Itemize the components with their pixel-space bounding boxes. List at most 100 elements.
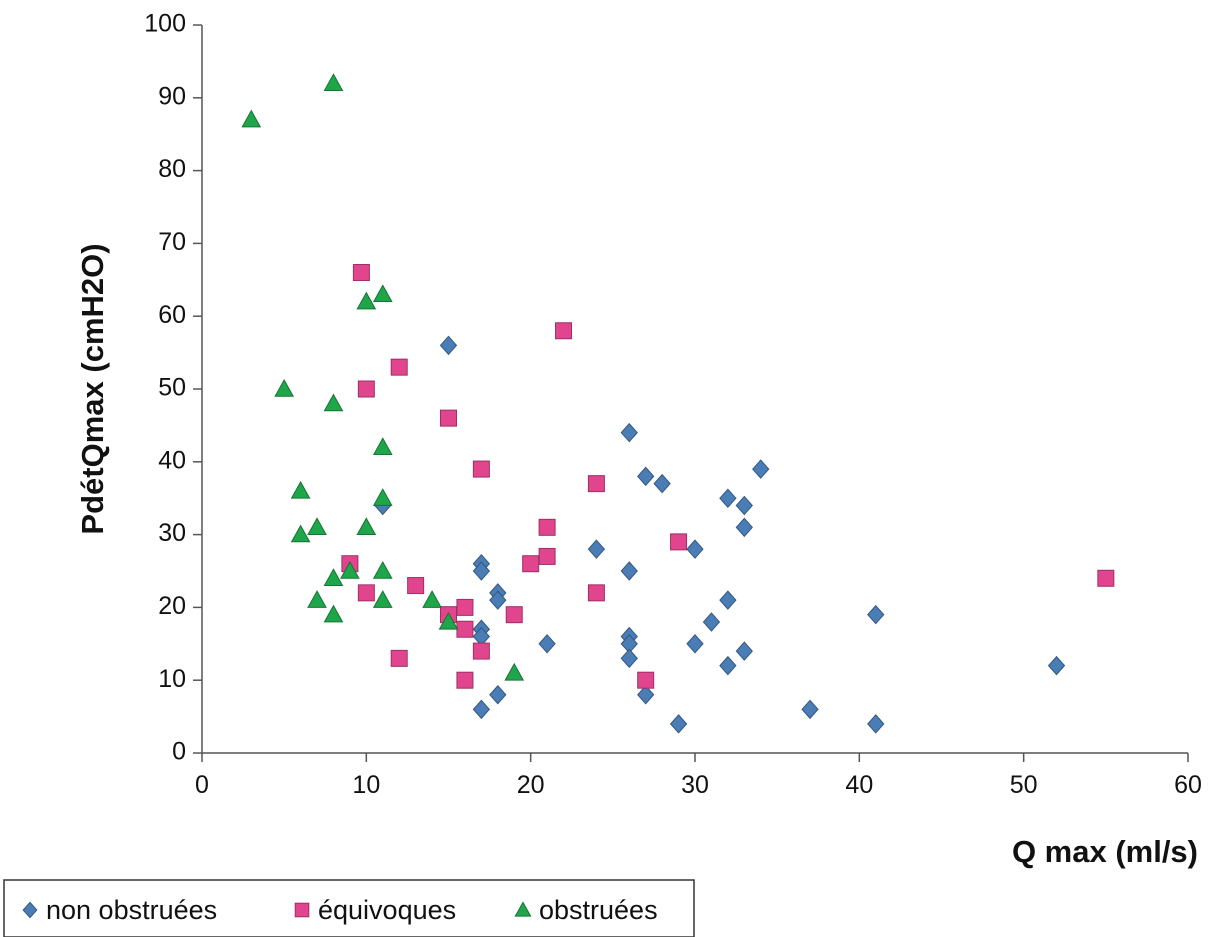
data-point-equivoques [357, 584, 375, 602]
data-point-non-obstruees [752, 459, 770, 479]
data-point-obstruees [290, 524, 311, 543]
legend: non obstruées équivoques obstruées [3, 879, 695, 937]
data-point-equivoques [407, 577, 425, 595]
legend-marker-equivoques [294, 902, 310, 918]
data-point-obstruees [356, 291, 377, 310]
data-point-obstruees [356, 517, 377, 536]
data-point-non-obstruees [735, 517, 753, 538]
data-point-equivoques [472, 642, 490, 660]
legend-box [3, 879, 695, 937]
data-point-non-obstruees [719, 590, 737, 610]
data-point-equivoques [472, 460, 490, 478]
data-point-obstruees [372, 437, 393, 455]
y-tick-label: 90 [158, 82, 186, 110]
data-point-equivoques [390, 649, 408, 667]
data-point-equivoques [440, 409, 457, 427]
data-point-obstruees [372, 590, 393, 608]
x-tick-label: 60 [1174, 771, 1202, 799]
y-tick-label: 10 [158, 665, 186, 693]
y-axis-title: PdétQmax (cmH2O) [75, 243, 110, 534]
data-point-equivoques [538, 518, 556, 536]
legend-items: non obstruées équivoques obstruées [22, 895, 658, 925]
data-point-obstruees [323, 73, 344, 91]
data-point-equivoques [637, 671, 655, 689]
x-ticks: 0 10 20 30 40 50 60 [195, 753, 1202, 799]
y-tick-label: 70 [158, 228, 186, 256]
data-point-obstruees [372, 488, 393, 506]
data-point-non-obstruees [439, 335, 458, 356]
data-point-non-obstruees [620, 648, 638, 669]
data-point-obstruees [323, 393, 344, 412]
data-point-obstruees [323, 604, 344, 623]
plot-area: 0 10 20 30 40 50 60 70 80 90 100 0 10 20 30 40 50 60 [144, 10, 1202, 799]
data-point-non-obstruees [637, 466, 655, 487]
x-tick-label: 10 [352, 771, 380, 799]
data-point-obstruees [274, 378, 295, 397]
data-point-non-obstruees [702, 612, 721, 632]
data-point-equivoques [505, 606, 523, 624]
y-tick-label: 20 [158, 592, 186, 620]
data-point-obstruees [504, 662, 525, 681]
data-point-non-obstruees [686, 539, 704, 559]
data-point-non-obstruees [489, 590, 507, 610]
data-point-non-obstruees [735, 641, 753, 661]
y-tick-label: 0 [172, 738, 186, 766]
data-point-non-obstruees [472, 699, 491, 720]
data-point-equivoques [670, 533, 688, 551]
data-point-equivoques [522, 555, 540, 573]
data-point-non-obstruees [719, 488, 737, 508]
x-axis-title: Q max (ml/s) [1012, 834, 1198, 869]
x-tick-label: 20 [517, 771, 545, 799]
data-point-non-obstruees [735, 495, 753, 516]
y-ticks: 0 10 20 30 40 50 60 70 80 90 100 [144, 10, 202, 766]
data-point-non-obstruees [472, 561, 491, 581]
data-point-obstruees [307, 517, 327, 536]
data-point-equivoques [357, 380, 375, 398]
data-point-equivoques [456, 598, 474, 616]
legend-marker-obstruees [514, 901, 532, 917]
data-point-obstruees [340, 560, 360, 579]
y-tick-label: 30 [158, 519, 186, 547]
y-tick-label: 50 [158, 374, 186, 402]
data-points [241, 73, 1115, 734]
legend-label-non-obstruees: non obstruées [46, 895, 217, 925]
data-point-obstruees [438, 611, 459, 630]
data-point-obstruees [307, 590, 327, 608]
data-point-non-obstruees [867, 604, 885, 625]
data-point-non-obstruees [637, 685, 655, 705]
data-point-equivoques [555, 322, 573, 340]
data-point-obstruees [290, 480, 311, 499]
data-point-equivoques [587, 475, 605, 493]
data-point-non-obstruees [620, 561, 638, 581]
data-point-non-obstruees [669, 714, 688, 734]
data-point-non-obstruees [801, 699, 819, 720]
data-point-equivoques [352, 264, 370, 282]
data-point-non-obstruees [587, 539, 606, 559]
data-point-non-obstruees [1047, 655, 1066, 676]
x-tick-label: 30 [681, 771, 709, 799]
legend-label-equivoques: équivoques [318, 895, 456, 925]
y-tick-label: 60 [158, 301, 186, 329]
data-point-equivoques [538, 547, 556, 565]
y-tick-label: 80 [158, 155, 186, 183]
legend-label-obstruees: obstruées [539, 895, 658, 925]
x-tick-label: 40 [845, 771, 873, 799]
data-point-non-obstruees [653, 473, 671, 494]
data-point-non-obstruees [538, 634, 556, 654]
data-point-equivoques [456, 620, 474, 638]
y-tick-label: 100 [144, 10, 186, 38]
data-point-obstruees [372, 560, 393, 579]
x-tick-label: 50 [1010, 771, 1038, 799]
y-tick-label: 40 [158, 446, 186, 474]
legend-marker-non-obstruees [22, 901, 38, 919]
data-point-non-obstruees [867, 714, 885, 734]
data-point-obstruees [422, 590, 442, 608]
data-point-equivoques [456, 671, 474, 689]
data-point-non-obstruees [620, 422, 638, 443]
data-point-equivoques [390, 358, 408, 376]
data-point-non-obstruees [686, 634, 704, 654]
data-point-obstruees [323, 568, 344, 586]
data-point-obstruees [241, 109, 262, 128]
data-point-non-obstruees [719, 655, 737, 676]
